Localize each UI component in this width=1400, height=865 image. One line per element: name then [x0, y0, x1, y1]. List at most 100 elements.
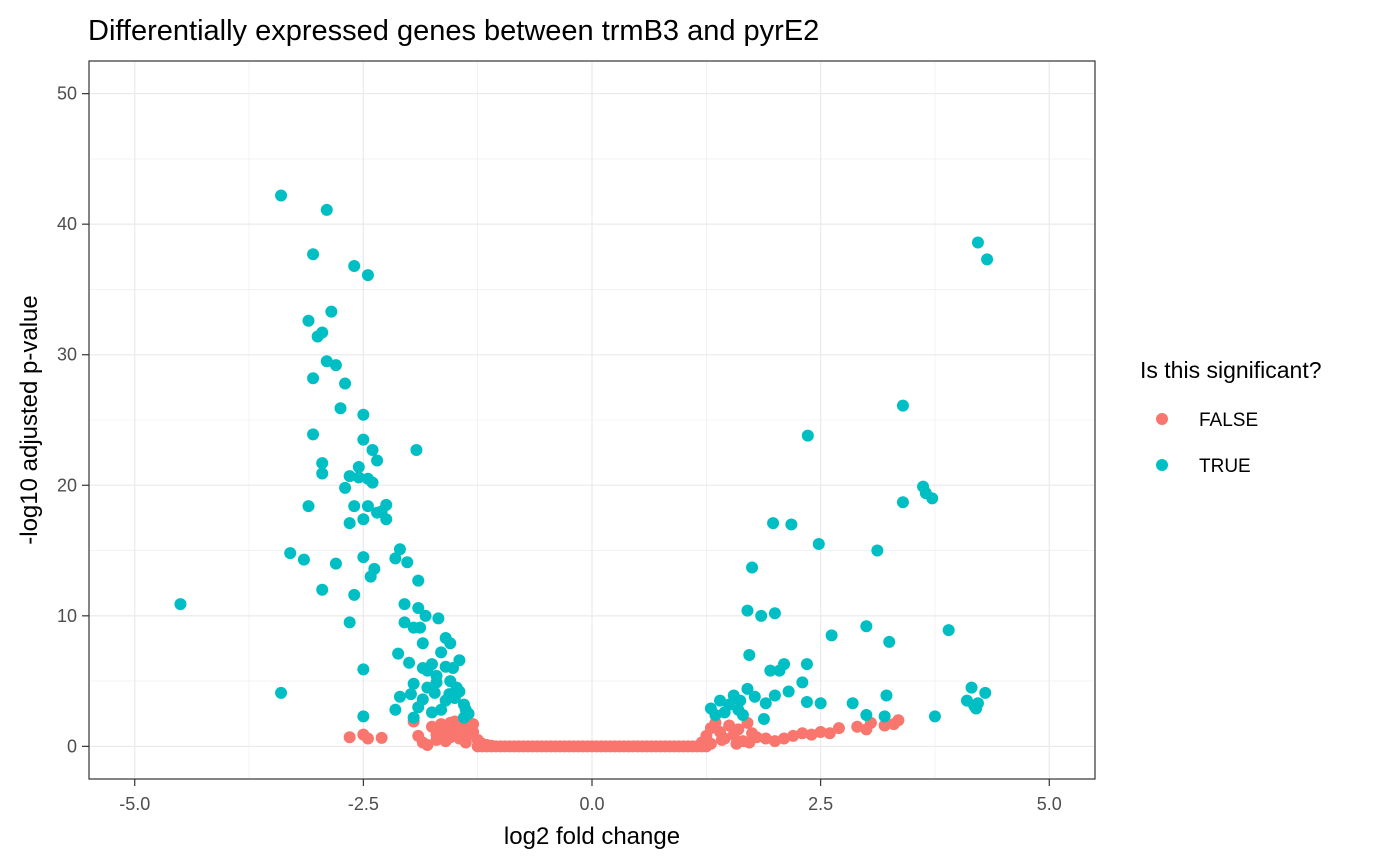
- data-point-true: [444, 637, 457, 650]
- data-point-true: [297, 553, 310, 566]
- data-point-false: [787, 729, 800, 742]
- data-point-true: [329, 359, 342, 372]
- data-point-true: [443, 688, 456, 701]
- y-tick-label: 40: [57, 214, 77, 234]
- data-point-true: [410, 444, 423, 457]
- data-point-true: [425, 658, 438, 671]
- y-axis: 0 10 20 30 40 50: [57, 84, 89, 756]
- legend-key-false: [1156, 413, 1168, 425]
- data-point-true: [401, 556, 414, 569]
- data-point-true: [339, 377, 352, 390]
- data-point-false: [375, 731, 388, 744]
- data-point-false: [704, 737, 717, 750]
- data-point-false: [437, 723, 450, 736]
- data-point-false: [467, 726, 480, 738]
- data-point-true: [800, 658, 813, 671]
- data-point-true: [407, 711, 420, 724]
- data-point-true: [412, 701, 425, 714]
- data-point-true: [325, 305, 338, 318]
- data-point-true: [814, 697, 827, 710]
- data-point-true: [812, 538, 825, 551]
- data-point-true: [357, 710, 370, 723]
- data-point-true: [343, 517, 356, 530]
- data-point-true: [860, 709, 873, 722]
- data-point-false: [823, 727, 836, 740]
- x-axis: -5.0 -2.5 0.0 2.5 5.0: [119, 779, 1062, 814]
- legend-key-true: [1156, 459, 1168, 471]
- data-point-false: [715, 733, 728, 746]
- data-point-true: [860, 620, 873, 633]
- data-point-true: [316, 326, 329, 339]
- series-false-points: [343, 714, 905, 753]
- series-true-points: [174, 189, 994, 725]
- data-point-true: [275, 686, 288, 699]
- data-point-true: [871, 544, 884, 557]
- data-point-true: [366, 444, 379, 457]
- data-point-true: [343, 470, 356, 483]
- data-point-true: [380, 498, 393, 511]
- data-point-true: [453, 685, 466, 698]
- data-point-true: [307, 428, 320, 441]
- data-point-true: [371, 454, 384, 467]
- data-point-true: [768, 607, 781, 620]
- data-point-true: [825, 629, 838, 642]
- data-point-true: [284, 547, 297, 560]
- data-point-true: [357, 433, 370, 446]
- data-point-true: [746, 561, 759, 574]
- data-point-true: [416, 637, 429, 650]
- data-point-true: [389, 703, 402, 716]
- data-point-true: [361, 500, 374, 513]
- data-point-true: [348, 500, 361, 513]
- data-point-true: [348, 259, 361, 272]
- data-point-true: [275, 189, 288, 202]
- data-point-true: [412, 574, 425, 587]
- legend-label-false: FALSE: [1199, 410, 1258, 431]
- data-point-true: [357, 551, 370, 564]
- data-point-true: [759, 697, 772, 710]
- data-point-true: [357, 408, 370, 421]
- data-point-false: [805, 728, 818, 741]
- data-point-true: [971, 697, 984, 710]
- data-point-true: [846, 697, 859, 710]
- data-point-true: [778, 658, 791, 671]
- data-point-true: [981, 253, 994, 266]
- data-point-true: [421, 681, 434, 694]
- data-point-false: [448, 715, 461, 728]
- data-point-true: [174, 598, 187, 611]
- data-point-true: [398, 598, 411, 611]
- y-tick-label: 50: [57, 84, 77, 104]
- legend-label-true: TRUE: [1199, 456, 1251, 477]
- data-point-true: [757, 712, 770, 725]
- data-point-true: [768, 689, 781, 702]
- data-point-false: [768, 735, 781, 748]
- legend-title: Is this significant?: [1140, 357, 1322, 383]
- data-point-false: [759, 732, 772, 745]
- data-point-true: [361, 269, 374, 282]
- data-point-true: [767, 517, 780, 530]
- data-point-true: [352, 461, 365, 473]
- data-point-false: [430, 733, 443, 746]
- x-tick-label: 0.0: [579, 794, 604, 814]
- data-point-true: [393, 690, 406, 703]
- data-point-true: [357, 513, 370, 526]
- data-point-true: [392, 647, 405, 660]
- x-tick-label: 5.0: [1037, 794, 1062, 814]
- data-point-true: [942, 624, 955, 637]
- data-point-true: [334, 402, 347, 415]
- data-point-true: [883, 635, 896, 648]
- data-point-false: [878, 719, 891, 732]
- data-point-true: [928, 710, 941, 723]
- data-point-true: [965, 681, 978, 694]
- data-point-true: [734, 694, 747, 707]
- y-tick-label: 0: [67, 736, 77, 756]
- data-point-true: [435, 646, 448, 659]
- data-point-false: [361, 732, 374, 745]
- data-point-true: [764, 664, 777, 677]
- data-point-true: [755, 609, 768, 622]
- data-point-true: [714, 694, 727, 707]
- data-point-true: [380, 513, 393, 526]
- data-point-true: [404, 688, 417, 701]
- data-point-true: [880, 689, 893, 702]
- data-point-true: [979, 686, 992, 699]
